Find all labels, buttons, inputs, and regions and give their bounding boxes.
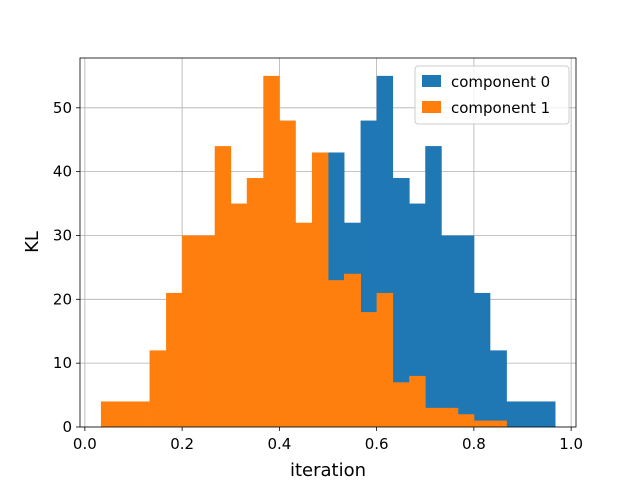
bar-series1-bin-22 xyxy=(457,414,475,427)
x-tick-label-2: 0.4 xyxy=(267,435,291,453)
axes-border xyxy=(79,57,577,428)
x-axis-title: iteration xyxy=(290,460,366,480)
y-tick-label-1: 10 xyxy=(53,354,72,372)
bar-series1-bin-1 xyxy=(117,401,134,427)
bar-series1-bin-9 xyxy=(246,178,264,427)
bar-series1-bin-8 xyxy=(230,203,248,427)
bar-series1-bin-10 xyxy=(263,75,280,428)
y-tick-label-5: 50 xyxy=(53,99,72,117)
legend-label-1: component 1 xyxy=(451,99,550,117)
x-tick-label-5: 1.0 xyxy=(559,435,583,453)
bar-series0-bin-13 xyxy=(538,401,556,427)
y-tick-label-2: 20 xyxy=(53,290,72,308)
x-tick-label-1: 0.2 xyxy=(170,435,194,453)
bar-series1-bin-2 xyxy=(133,401,150,427)
bar-series0-bin-12 xyxy=(522,401,539,427)
bar-series1-bin-11 xyxy=(279,120,296,427)
bar-series0-bin-10 xyxy=(489,350,507,427)
y-axis-title: KL xyxy=(22,231,43,253)
bar-series1-bin-18 xyxy=(392,382,410,427)
axes-frame xyxy=(79,57,577,428)
bar-series1-bin-5 xyxy=(182,235,199,427)
y-axis-ticks: 0 10 20 30 40 50 xyxy=(53,99,80,436)
bar-series1-bin-6 xyxy=(198,235,216,427)
x-tick-label-3: 0.6 xyxy=(365,435,389,453)
bar-series0-bin-11 xyxy=(506,401,523,427)
bar-series0-bin-4 xyxy=(392,178,410,427)
legend-label-0: component 0 xyxy=(451,73,550,91)
bar-series1-bin-15 xyxy=(344,273,361,427)
legend-swatch-1 xyxy=(422,101,441,113)
bar-series1-bin-24 xyxy=(489,420,507,427)
legend: component 0 component 1 xyxy=(414,65,570,125)
bar-series1-bin-21 xyxy=(441,407,459,427)
bar-series0-bin-6 xyxy=(425,146,442,427)
bar-series0-bin-5 xyxy=(409,203,426,427)
bar-series1-bin-7 xyxy=(214,146,232,427)
bar-series0-bin-7 xyxy=(441,235,459,427)
legend-swatch-0 xyxy=(422,75,441,87)
bar-series1-bin-13 xyxy=(311,152,329,427)
bar-series1-bin-14 xyxy=(328,280,345,427)
bar-series1-bin-23 xyxy=(473,420,491,427)
y-tick-label-3: 30 xyxy=(53,226,72,244)
x-axis-ticks: 0.0 0.2 0.4 0.6 0.8 1.0 xyxy=(73,427,583,453)
bar-series1-bin-4 xyxy=(166,292,183,427)
histogram-bars xyxy=(100,75,556,428)
bar-series1-bin-16 xyxy=(360,312,378,427)
y-tick-label-0: 0 xyxy=(62,418,72,436)
bar-series1-bin-20 xyxy=(425,407,442,427)
bar-series1-bin-0 xyxy=(100,401,118,427)
bar-series1-bin-3 xyxy=(149,350,167,427)
x-tick-label-0: 0.0 xyxy=(73,435,97,453)
y-tick-label-4: 40 xyxy=(53,163,72,181)
bar-series1-bin-19 xyxy=(409,375,426,427)
bar-series1-bin-17 xyxy=(376,292,394,427)
legend-box xyxy=(414,65,570,125)
x-tick-label-4: 0.8 xyxy=(462,435,486,453)
bar-series1-bin-12 xyxy=(295,222,313,427)
bar-series0-bin-9 xyxy=(473,292,491,427)
bar-series0-bin-8 xyxy=(457,235,475,427)
